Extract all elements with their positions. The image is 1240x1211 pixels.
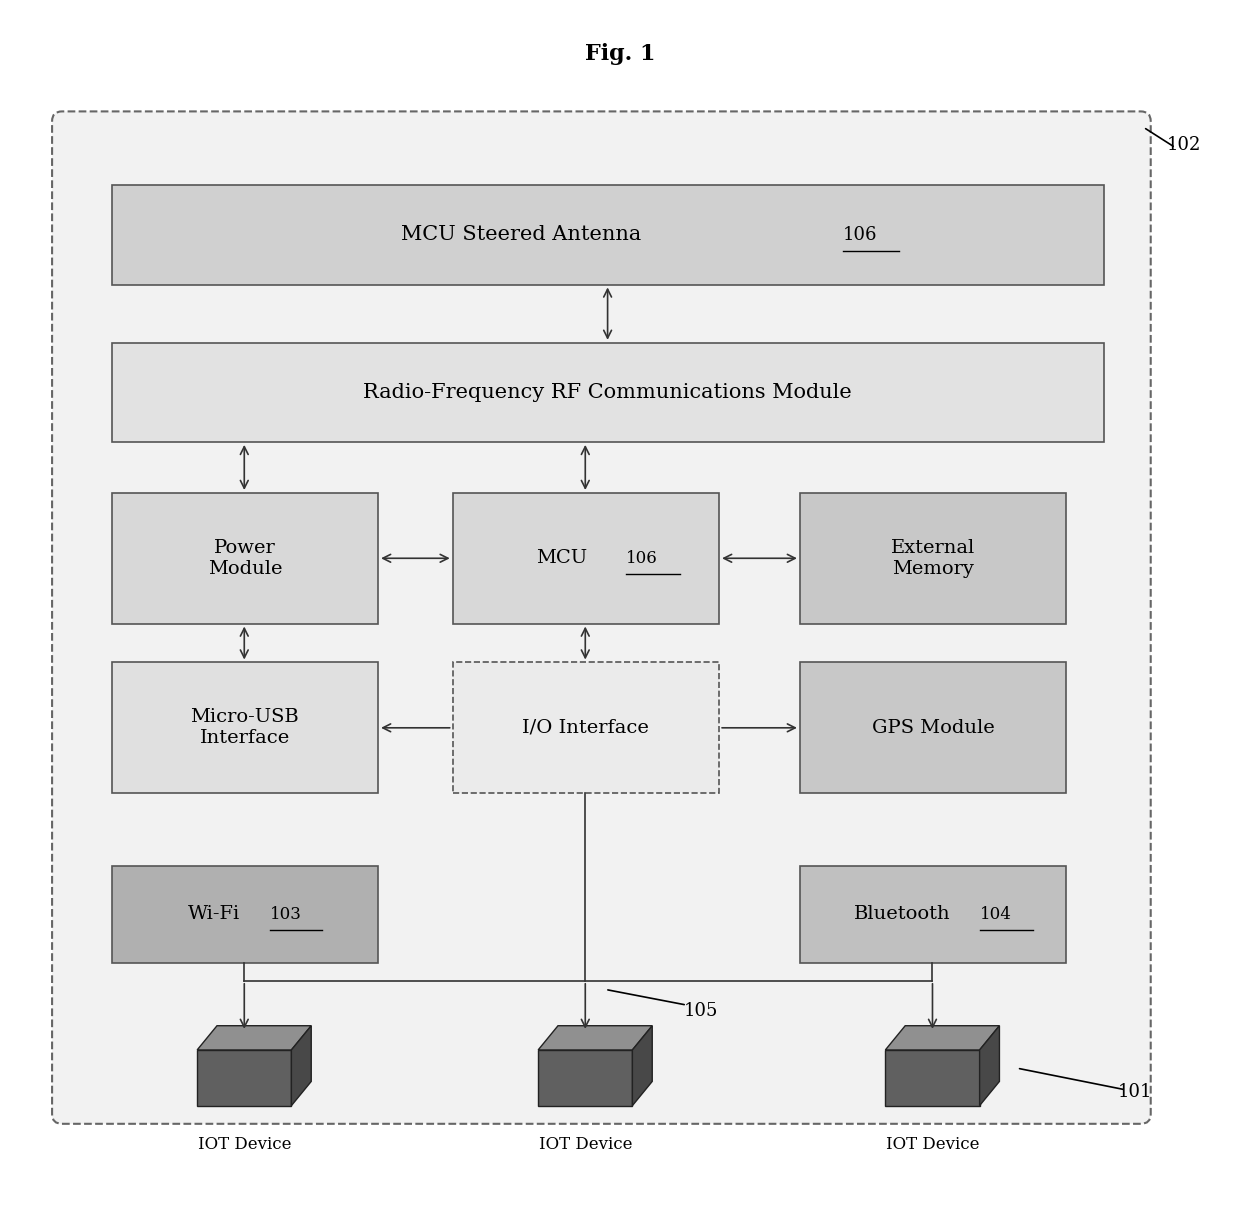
- Text: Micro-USB
Interface: Micro-USB Interface: [191, 708, 299, 747]
- Text: Radio-Frequency RF Communications Module: Radio-Frequency RF Communications Module: [363, 383, 852, 402]
- FancyBboxPatch shape: [112, 866, 378, 963]
- Polygon shape: [632, 1026, 652, 1106]
- Text: 106: 106: [626, 550, 658, 567]
- FancyBboxPatch shape: [453, 662, 719, 793]
- Text: Bluetooth: Bluetooth: [854, 906, 950, 923]
- Text: IOT Device: IOT Device: [885, 1136, 980, 1153]
- Text: 102: 102: [1167, 137, 1202, 154]
- Text: MCU: MCU: [536, 550, 587, 567]
- Text: Fig. 1: Fig. 1: [585, 44, 655, 65]
- Polygon shape: [980, 1026, 999, 1106]
- FancyBboxPatch shape: [112, 343, 1104, 442]
- FancyBboxPatch shape: [112, 662, 378, 793]
- FancyBboxPatch shape: [800, 662, 1066, 793]
- FancyBboxPatch shape: [52, 111, 1151, 1124]
- Text: IOT Device: IOT Device: [197, 1136, 291, 1153]
- FancyBboxPatch shape: [800, 493, 1066, 624]
- Text: GPS Module: GPS Module: [872, 719, 994, 736]
- Polygon shape: [538, 1026, 652, 1050]
- Text: 105: 105: [683, 1003, 718, 1020]
- Text: 106: 106: [843, 226, 878, 243]
- Polygon shape: [885, 1026, 999, 1050]
- Polygon shape: [197, 1050, 291, 1106]
- Text: Power
Module: Power Module: [207, 539, 283, 578]
- FancyBboxPatch shape: [112, 493, 378, 624]
- Polygon shape: [197, 1026, 311, 1050]
- Polygon shape: [538, 1050, 632, 1106]
- Text: MCU Steered Antenna: MCU Steered Antenna: [401, 225, 641, 245]
- Polygon shape: [291, 1026, 311, 1106]
- FancyBboxPatch shape: [800, 866, 1066, 963]
- Polygon shape: [885, 1050, 980, 1106]
- Text: Wi-Fi: Wi-Fi: [187, 906, 241, 923]
- Text: 104: 104: [980, 906, 1012, 923]
- FancyBboxPatch shape: [112, 185, 1104, 285]
- Text: 101: 101: [1117, 1084, 1152, 1101]
- Text: 103: 103: [270, 906, 303, 923]
- FancyBboxPatch shape: [453, 493, 719, 624]
- Text: External
Memory: External Memory: [892, 539, 975, 578]
- Text: I/O Interface: I/O Interface: [522, 719, 650, 736]
- Text: IOT Device: IOT Device: [538, 1136, 632, 1153]
